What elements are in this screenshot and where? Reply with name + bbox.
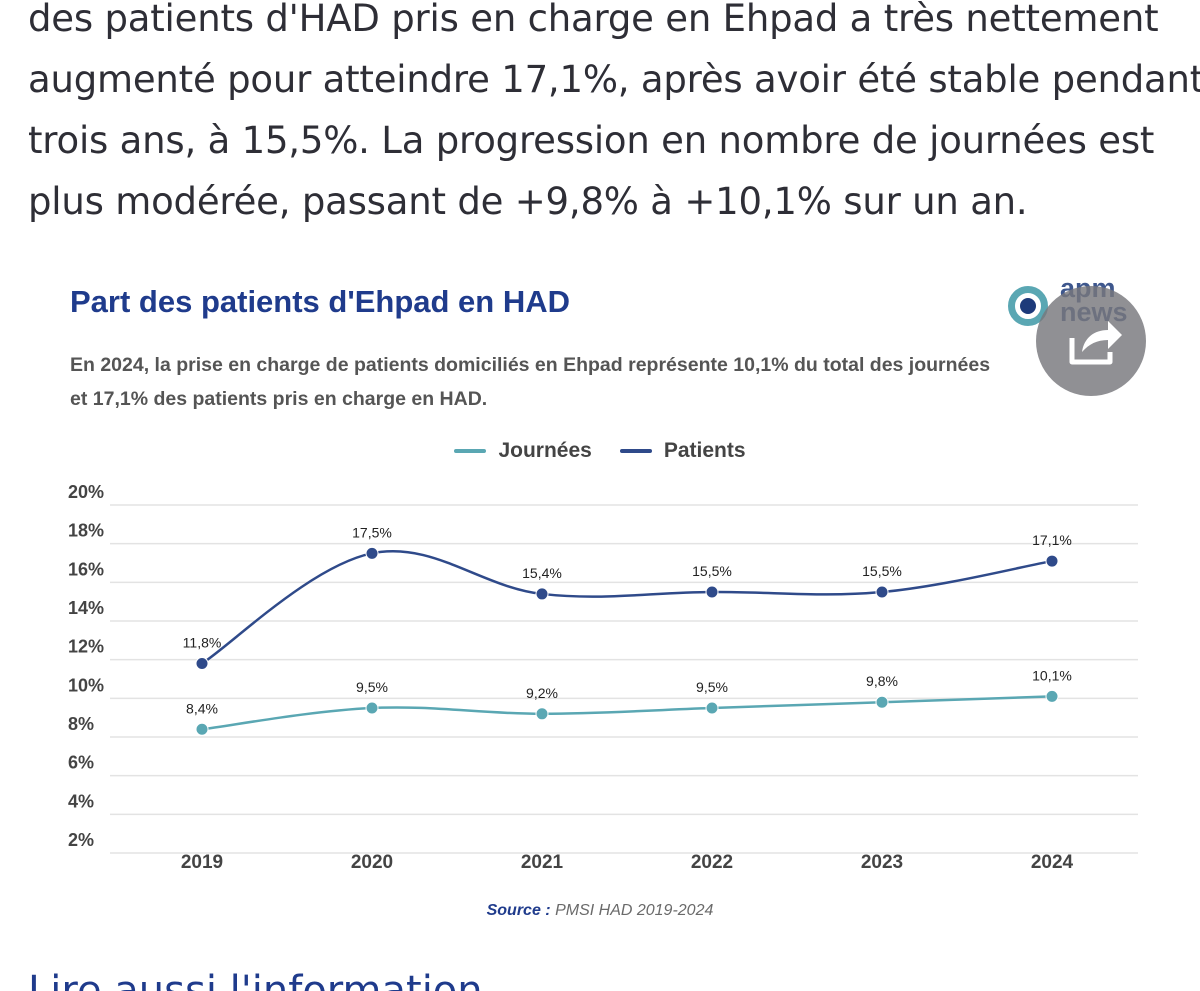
chart-subtitle-line: En 2024, la prise en charge de patients … bbox=[70, 354, 991, 376]
data-label: 15,4% bbox=[522, 565, 562, 581]
legend-swatch-journees bbox=[454, 449, 487, 453]
article-line: des patients d'HAD pris en charge en Ehp… bbox=[28, 0, 1159, 40]
y-tick-label: 2% bbox=[68, 830, 94, 850]
data-label: 15,5% bbox=[862, 563, 902, 579]
source-label: Source : bbox=[486, 902, 551, 919]
data-label: 9,2% bbox=[526, 685, 558, 701]
y-tick-label: 8% bbox=[68, 714, 94, 734]
data-label: 17,1% bbox=[1032, 532, 1072, 548]
chart-legend: Journées Patients bbox=[0, 436, 1200, 466]
data-point bbox=[875, 585, 889, 599]
y-tick-label: 10% bbox=[68, 675, 104, 695]
data-point bbox=[1045, 689, 1059, 703]
share-icon bbox=[1069, 321, 1122, 365]
data-point bbox=[365, 546, 379, 560]
y-tick-label: 12% bbox=[68, 637, 104, 657]
data-point bbox=[875, 695, 889, 709]
legend-label-journees: Journées bbox=[498, 439, 592, 462]
data-point bbox=[535, 707, 549, 721]
x-tick-label: 2024 bbox=[1031, 852, 1074, 873]
y-tick-label: 20% bbox=[68, 482, 104, 502]
y-tick-label: 6% bbox=[68, 753, 94, 773]
chart-title: Part des patients d'Ehpad en HAD bbox=[70, 284, 571, 319]
x-tick-label: 2023 bbox=[861, 852, 903, 873]
article-line: augmenté pour atteindre 17,1%, après avo… bbox=[28, 58, 1200, 101]
series-line-patients bbox=[201, 550, 1053, 665]
data-point bbox=[195, 657, 209, 671]
data-label: 15,5% bbox=[692, 563, 732, 579]
legend-item-patients[interactable]: Patients bbox=[619, 439, 746, 463]
legend-swatch-patients bbox=[619, 449, 652, 453]
data-point bbox=[705, 585, 719, 599]
article-line: plus modérée, passant de +9,8% à +10,1% … bbox=[28, 180, 1028, 223]
chart-subtitle-line: et 17,1% des patients pris en charge en … bbox=[70, 388, 488, 410]
data-point bbox=[195, 722, 209, 736]
x-tick-label: 2022 bbox=[691, 852, 733, 873]
chart-source: Source : PMSI HAD 2019-2024 bbox=[0, 902, 1200, 920]
data-label: 11,8% bbox=[183, 635, 222, 651]
x-tick-label: 2021 bbox=[521, 852, 564, 873]
share-button[interactable] bbox=[1036, 286, 1146, 396]
data-label: 17,5% bbox=[352, 524, 392, 540]
data-point bbox=[705, 701, 719, 715]
legend-item-journees[interactable]: Journées bbox=[454, 439, 592, 463]
source-text: PMSI HAD 2019-2024 bbox=[550, 902, 714, 919]
data-label: 9,8% bbox=[866, 673, 898, 689]
series-line-journees bbox=[201, 695, 1053, 731]
data-label: 9,5% bbox=[696, 679, 728, 695]
data-label: 9,5% bbox=[356, 679, 388, 695]
article-paragraph: des patients d'HAD pris en charge en Ehp… bbox=[28, 0, 1200, 232]
y-tick-label: 14% bbox=[68, 598, 104, 618]
apm-logo-ring bbox=[1008, 286, 1048, 326]
y-tick-label: 16% bbox=[68, 559, 104, 579]
y-tick-label: 4% bbox=[68, 791, 94, 811]
data-point bbox=[1045, 554, 1059, 568]
y-tick-label: 18% bbox=[68, 521, 104, 541]
data-point bbox=[365, 701, 379, 715]
x-tick-label: 2019 bbox=[181, 852, 223, 873]
legend-label-patients: Patients bbox=[663, 439, 746, 462]
data-label: 8,4% bbox=[186, 700, 218, 716]
line-chart: 20% 18% 16% 14% 12% 10% 8% 6% 4% 2% 2019 2020 2021 20… bbox=[68, 482, 1138, 873]
article-line: trois ans, à 15,5%. La progression en no… bbox=[28, 119, 1155, 162]
next-section-heading[interactable]: Lire aussi l'information bbox=[28, 968, 483, 991]
chart-subtitle: En 2024, la prise en charge de patients … bbox=[70, 348, 1160, 416]
data-point bbox=[535, 587, 549, 601]
data-label: 10,1% bbox=[1032, 667, 1072, 683]
x-tick-label: 2020 bbox=[351, 852, 393, 873]
chart-card: Part des patients d'Ehpad en HAD apm new… bbox=[0, 262, 1200, 942]
